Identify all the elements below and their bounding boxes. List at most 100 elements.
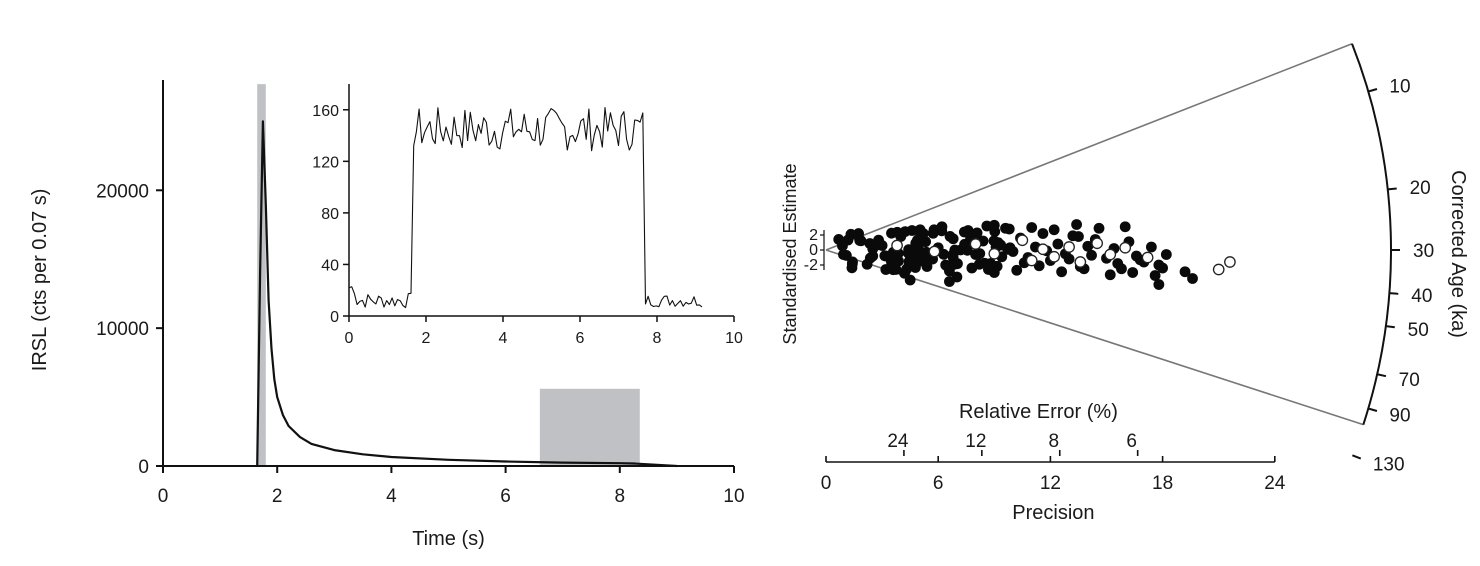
data-point-open xyxy=(1037,243,1049,256)
data-point-open xyxy=(1119,241,1132,254)
relative-error-tick-label: 12 xyxy=(965,431,986,452)
inset-x-tick-label: 2 xyxy=(422,330,431,347)
data-point-open xyxy=(1224,256,1236,268)
data-point-filled xyxy=(888,258,900,270)
data-point-filled xyxy=(880,250,892,262)
data-point-filled xyxy=(1082,240,1094,252)
data-point-open xyxy=(1091,237,1104,250)
data-point-filled xyxy=(1056,266,1068,278)
data-point-filled xyxy=(864,252,876,264)
data-point-filled xyxy=(1145,241,1157,253)
data-point-filled xyxy=(872,239,884,251)
data-point-filled xyxy=(1119,221,1131,233)
data-point-filled xyxy=(938,248,950,260)
data-point-open xyxy=(969,238,982,250)
data-point-filled xyxy=(1149,270,1161,281)
data-point-filled xyxy=(904,274,916,286)
data-point-filled xyxy=(838,249,849,260)
age-tick-label: 40 xyxy=(1411,286,1432,307)
data-point-filled xyxy=(983,264,994,275)
data-point-open xyxy=(1212,263,1225,276)
relative-error-tick-label: 24 xyxy=(887,431,909,452)
data-point-open xyxy=(1141,251,1154,264)
right-axis-label: Corrected Age (ka) xyxy=(1447,170,1469,338)
data-point-open xyxy=(1104,248,1117,261)
data-point-filled xyxy=(1179,266,1191,278)
data-point-filled xyxy=(1071,219,1082,230)
upper-boundary-line xyxy=(825,43,1353,251)
data-point-filled xyxy=(1104,269,1116,281)
age-tick-label: 50 xyxy=(1408,320,1429,341)
irsl-decay-chart: 0 2 4 6 8 10 0 10000 20000 Time (s) IRSL (cts per … xyxy=(29,80,745,550)
data-point-open xyxy=(891,239,903,252)
data-point-filled xyxy=(961,244,973,256)
data-point-filled xyxy=(1127,267,1139,278)
relative-error-tick-label: 8 xyxy=(1048,431,1059,452)
x-axis-label: Precision xyxy=(1012,502,1094,524)
precision-tick-label: 0 xyxy=(821,473,832,494)
x-tick-label: 2 xyxy=(272,486,283,507)
data-point-filled xyxy=(1052,238,1064,250)
data-point-filled xyxy=(1011,264,1023,276)
decay-curve xyxy=(256,120,677,468)
data-point-filled xyxy=(1003,223,1015,235)
age-tick-mark xyxy=(1376,373,1387,378)
standardised-tick-label: 2 xyxy=(809,227,818,244)
data-point-filled xyxy=(1187,273,1198,284)
data-point-filled xyxy=(1157,262,1168,274)
data-point-open xyxy=(988,247,1001,260)
inset-x-tick-label: 10 xyxy=(725,330,743,347)
x-tick-label: 8 xyxy=(615,486,626,507)
inset-x-tick-label: 8 xyxy=(653,330,662,347)
data-point-filled xyxy=(947,249,959,260)
age-arc xyxy=(1351,43,1392,425)
data-point-filled xyxy=(944,231,956,242)
age-tick-label: 70 xyxy=(1399,370,1420,391)
age-tick-mark xyxy=(1368,88,1378,93)
age-tick-mark xyxy=(1352,454,1362,460)
data-point-filled xyxy=(1048,224,1060,236)
data-point-filled xyxy=(1063,253,1075,265)
age-tick-label: 90 xyxy=(1389,406,1410,427)
x-tick-label: 0 xyxy=(158,486,169,507)
data-point-open xyxy=(1048,250,1060,263)
inset-y-tick-label: 0 xyxy=(330,309,339,326)
data-point-filled xyxy=(995,239,1007,251)
data-point-filled xyxy=(1086,249,1097,261)
age-tick-label: 30 xyxy=(1413,241,1434,262)
x-axis-label: Time (s) xyxy=(412,528,485,550)
data-point-filled xyxy=(917,254,929,266)
inset-y-tick-label: 40 xyxy=(321,257,339,274)
age-tick-mark xyxy=(1385,325,1395,329)
data-point-open xyxy=(1074,256,1087,268)
y-axis-label: Standardised Estimate xyxy=(780,163,800,344)
age-tick-label: 10 xyxy=(1389,76,1410,97)
data-point-filled xyxy=(1112,258,1124,269)
x-tick-label: 10 xyxy=(723,486,744,507)
precision-tick-label: 6 xyxy=(933,473,944,494)
age-tick-label: 130 xyxy=(1373,454,1405,475)
inset-y-tick-label: 160 xyxy=(312,103,339,120)
data-point-filled xyxy=(855,235,867,247)
data-point-filled xyxy=(951,271,963,283)
relative-error-tick-label: 6 xyxy=(1126,431,1137,452)
precision-tick-label: 24 xyxy=(1264,473,1286,494)
data-point-filled xyxy=(952,258,963,270)
data-point-filled xyxy=(842,234,854,246)
y-tick-label: 0 xyxy=(138,457,149,478)
data-point-open xyxy=(1063,241,1075,253)
y-tick-label: 20000 xyxy=(96,181,149,202)
data-point-filled xyxy=(1037,228,1049,239)
data-point-filled xyxy=(1093,222,1105,234)
secondary-x-axis-label: Relative Error (%) xyxy=(959,401,1118,423)
y-axis-label: IRSL (cts per 0.07 s) xyxy=(29,189,51,372)
data-point-open xyxy=(1016,234,1029,247)
data-point-filled xyxy=(914,224,926,236)
data-point-filled xyxy=(901,263,912,275)
x-tick-label: 4 xyxy=(386,486,397,507)
data-point-filled xyxy=(991,260,1003,272)
lower-boundary-line xyxy=(825,249,1364,426)
data-point-open xyxy=(928,245,941,258)
data-point-filled xyxy=(1026,222,1038,233)
